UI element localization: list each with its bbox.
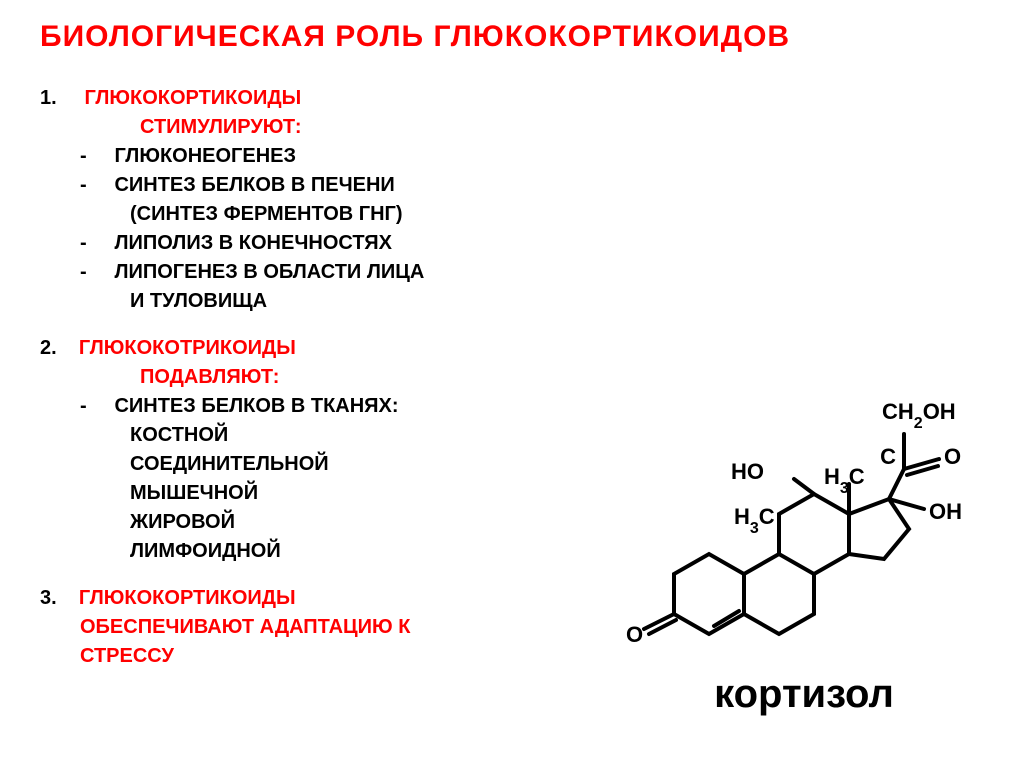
lbl-ch2oh: CH2OH <box>882 399 956 432</box>
s2-t3: ЖИРОВОЙ <box>40 508 600 537</box>
s1-item3-t: ЛИПОЛИЗ В КОНЕЧНОСТЯХ <box>114 232 392 254</box>
lbl-h3c-a: H3C <box>734 504 775 537</box>
s3-l3: СТРЕССУ <box>40 642 600 671</box>
s3-h: ГЛЮКОКОРТИКОИДЫ <box>79 587 296 609</box>
s1-item0: - ГЛЮКОНЕОГЕНЕЗ <box>40 142 600 171</box>
s2-h1: ГЛЮКОКОТРИКОИДЫ <box>79 337 296 359</box>
s3-num: 3. <box>40 587 57 609</box>
s1-item4-t: ЛИПОГЕНЕЗ В ОБЛАСТИ ЛИЦА <box>114 261 424 283</box>
s2-item1: - СИНТЕЗ БЕЛКОВ В ТКАНЯХ: <box>40 392 600 421</box>
text-content: 1. ГЛЮКОКОРТИКОИДЫ СТИМУЛИРУЮТ: - ГЛЮКОН… <box>40 84 600 671</box>
lbl-h3c-b: H3C <box>824 464 865 497</box>
s1-item3: - ЛИПОЛИЗ В КОНЕЧНОСТЯХ <box>40 229 600 258</box>
s2-t1: СОЕДИНИТЕЛЬНОЙ <box>40 450 600 479</box>
slide-title: БИОЛОГИЧЕСКАЯ РОЛЬ ГЛЮКОКОРТИКОИДОВ <box>40 20 984 54</box>
s1-item1-t: СИНТЕЗ БЕЛКОВ В ПЕЧЕНИ <box>114 174 394 196</box>
s1-h2: СТИМУЛИРУЮТ: <box>40 113 600 142</box>
lbl-ho: HO <box>731 459 764 484</box>
cortisol-structure: CH2OH O C HO OH H3C H3C O <box>614 324 994 664</box>
s1-item1: - СИНТЕЗ БЕЛКОВ В ПЕЧЕНИ <box>40 171 600 200</box>
s1-item5: И ТУЛОВИЩА <box>40 287 600 316</box>
s1-item4: - ЛИПОГЕНЕЗ В ОБЛАСТИ ЛИЦА <box>40 258 600 287</box>
s1-num: 1. <box>40 87 57 109</box>
s3-l2: ОБЕСПЕЧИВАЮТ АДАПТАЦИЮ К <box>40 613 600 642</box>
s2-t2: МЫШЕЧНОЙ <box>40 479 600 508</box>
s1-item0-t: ГЛЮКОНЕОГЕНЕЗ <box>114 145 296 167</box>
s2-item1-t: СИНТЕЗ БЕЛКОВ В ТКАНЯХ: <box>114 395 398 417</box>
s1-h1: ГЛЮКОКОРТИКОИДЫ <box>84 87 301 109</box>
s2-t0: КОСТНОЙ <box>40 421 600 450</box>
molecule-name: кортизол <box>614 672 994 717</box>
lbl-c: C <box>880 444 896 469</box>
molecule-block: CH2OH O C HO OH H3C H3C O кортизол <box>614 324 994 717</box>
s2-num: 2. <box>40 337 57 359</box>
lbl-oh: OH <box>929 499 962 524</box>
section1-head: 1. ГЛЮКОКОРТИКОИДЫ <box>40 84 600 113</box>
s1-item2: (СИНТЕЗ ФЕРМЕНТОВ ГНГ) <box>40 200 600 229</box>
lbl-co: O <box>944 444 961 469</box>
s2-t4: ЛИМФОИДНОЙ <box>40 537 600 566</box>
s2-h2: ПОДАВЛЯЮТ: <box>40 363 600 392</box>
lbl-o: O <box>626 622 643 647</box>
section3: 3. ГЛЮКОКОРТИКОИДЫ <box>40 584 600 613</box>
section2-head: 2. ГЛЮКОКОТРИКОИДЫ <box>40 334 600 363</box>
